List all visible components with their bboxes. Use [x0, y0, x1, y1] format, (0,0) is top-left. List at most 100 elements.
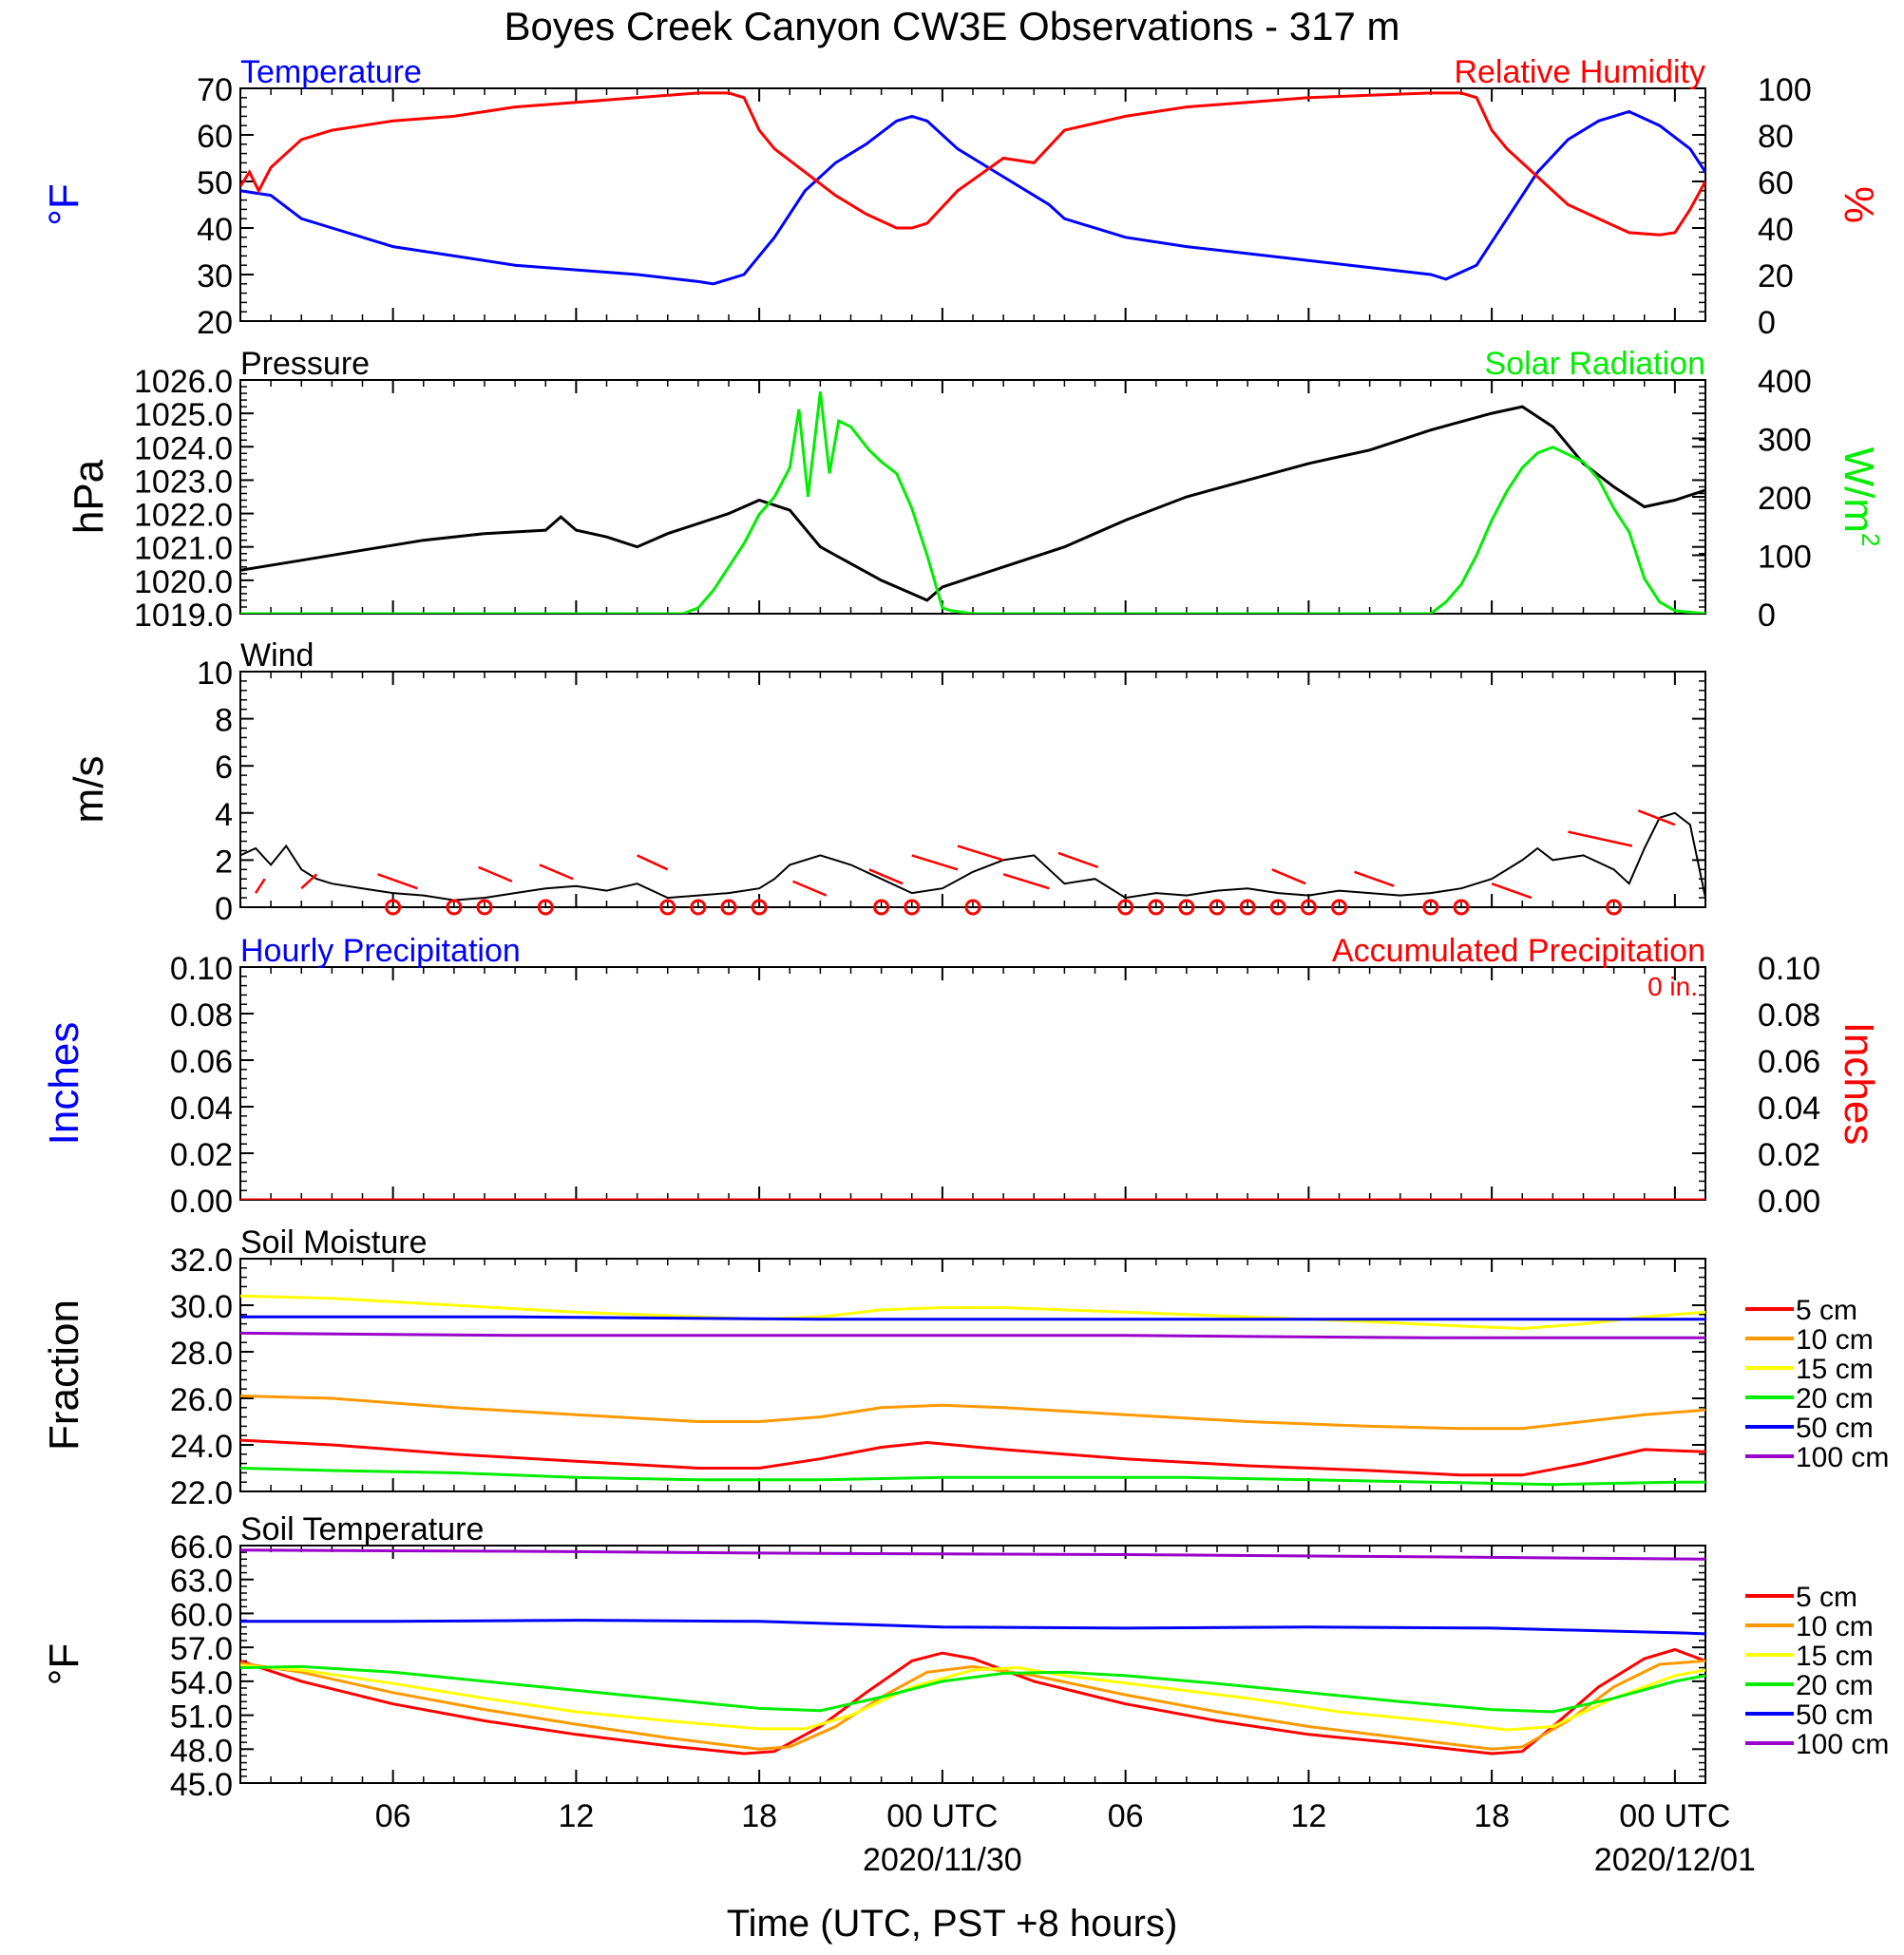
y-tick-label: 48.0: [170, 1733, 233, 1769]
wind-barb: [791, 880, 828, 897]
y-tick-label-right: 80: [1758, 119, 1794, 155]
x-tick-label: 06: [1108, 1798, 1144, 1834]
wind-calm-marker: [1331, 899, 1347, 916]
wind-barb: [539, 864, 574, 881]
x-tick-date: 2020/12/01: [1594, 1842, 1756, 1878]
y-tick-label-right: 0.02: [1758, 1137, 1820, 1173]
y-tick-label: 30: [197, 258, 233, 294]
y-tick-label: 1024.0: [134, 430, 233, 466]
wind-barb: [255, 878, 266, 894]
y-tick-label: 6: [215, 750, 233, 786]
x-axis-label: Time (UTC, PST +8 hours): [727, 1903, 1178, 1945]
wind-calm-marker: [1148, 899, 1165, 916]
y-tick-label: 22.0: [170, 1475, 233, 1511]
y-tick-label: 60.0: [170, 1597, 233, 1633]
time-axis: 06 12 18 00 UTC 2020/11/30 06 12 18 00 UTC 2020/1…: [375, 1798, 1756, 1878]
y-tick-label: 63.0: [170, 1564, 233, 1600]
y-axis-label-right: %: [1836, 186, 1882, 223]
y-tick-label-right: 20: [1758, 258, 1794, 294]
y-tick-label: 8: [215, 703, 233, 739]
wind-calm-marker: [385, 899, 402, 916]
series-line-15-cm: [240, 1663, 1705, 1732]
legend-label: 10 cm: [1796, 1324, 1874, 1356]
wind-calm-marker: [1300, 899, 1317, 916]
panel-title-left: Temperature: [240, 54, 422, 90]
y-tick-label: 10: [197, 655, 233, 692]
wind-barb: [911, 854, 959, 871]
y-tick-label: 32.0: [170, 1243, 233, 1279]
wind-barb: [1057, 851, 1099, 869]
series-line-0: [240, 811, 1705, 902]
wind-calm-marker: [446, 899, 463, 916]
y-tick-label: 66.0: [170, 1529, 233, 1566]
wind-barb: [1271, 868, 1306, 885]
wind-calm-marker: [1209, 899, 1226, 916]
figure-title: Boyes Creek Canyon CW3E Observations - 3…: [504, 4, 1399, 48]
x-tick-label: 18: [741, 1798, 777, 1834]
series-line-1: [240, 91, 1705, 237]
wind-barb: [868, 868, 904, 885]
y-tick-label: 70: [197, 72, 233, 108]
series-line-10-cm: [240, 1395, 1705, 1431]
y-tick-label: 0: [215, 891, 233, 927]
wind-barb: [478, 865, 513, 883]
y-tick-label-right: 0.10: [1758, 951, 1820, 987]
legend-label: 20 cm: [1796, 1670, 1874, 1701]
wind-calm-marker: [537, 899, 554, 916]
y-tick-label-right: 0: [1758, 598, 1776, 634]
y-axis-label-left: Inches: [41, 1022, 87, 1146]
y-tick-label: 20: [197, 305, 233, 341]
wind-barb: [637, 854, 669, 871]
panel-pressure_solar: 1019.01020.01021.01022.01023.01024.01025…: [66, 346, 1885, 634]
series-line-0: [240, 109, 1705, 286]
y-axis-label-superscript: 2: [1856, 533, 1885, 546]
x-tick-label: 12: [1290, 1798, 1326, 1834]
y-tick-label: 4: [215, 797, 233, 833]
series-line-20-cm: [240, 1467, 1705, 1487]
wind-barb: [1568, 830, 1633, 847]
panel-title-right: Relative Humidity: [1454, 54, 1705, 90]
y-tick-label: 1019.0: [134, 598, 233, 634]
plot-frame: [239, 1258, 1706, 1492]
y-tick-label: 40: [197, 212, 233, 248]
series-line-100-cm: [240, 1548, 1705, 1561]
panel-soil_temperature: 45.048.051.054.057.060.063.066.0 Soil Tem…: [41, 1511, 1889, 1803]
y-axis-label-right: W/m2: [1836, 447, 1885, 547]
legend-label: 20 cm: [1796, 1383, 1874, 1414]
panel-precip: 0.00 0.02 0.04 0.06 0.08 0.10 0.00 0.02 0.04 0.06…: [41, 933, 1882, 1220]
wind-calm-marker: [720, 899, 737, 916]
y-tick-label: 2: [215, 844, 233, 880]
panel-title-right: Accumulated Precipitation: [1332, 933, 1705, 969]
legend-label: 10 cm: [1796, 1611, 1874, 1642]
y-tick-label: 51.0: [170, 1699, 233, 1736]
panel-wind: 0 2 4 6 8 10 Wind m/s: [66, 637, 1706, 927]
wind-calm-marker: [751, 899, 768, 916]
panel-title-right: Solar Radiation: [1485, 346, 1705, 382]
wind-calm-marker: [1269, 899, 1286, 916]
wind-calm-marker: [690, 899, 707, 916]
series-line-50-cm: [240, 1619, 1705, 1636]
legend-label: 5 cm: [1796, 1582, 1857, 1613]
panel-soil_moisture: 22.0 24.0 26.0 28.0 30.0 32.0 Soil Moisture Fra…: [41, 1224, 1889, 1511]
y-tick-label: 1026.0: [134, 364, 233, 400]
legend-label: 15 cm: [1796, 1354, 1874, 1385]
y-tick-label: 1020.0: [134, 564, 233, 600]
x-tick-label: 12: [558, 1798, 594, 1834]
y-tick-label: 54.0: [170, 1665, 233, 1701]
series-line-15-cm: [240, 1294, 1705, 1331]
series-line-100-cm: [240, 1331, 1705, 1339]
panel-temp_rh: 20 30 40 50 60 70 0 20 40 60 80 100 Temperature Relat…: [41, 54, 1882, 341]
y-tick-label-right: 0.06: [1758, 1044, 1820, 1080]
wind-calm-marker: [1606, 899, 1623, 916]
panel-title-left: Wind: [240, 637, 314, 674]
y-tick-label: 0.06: [170, 1044, 233, 1080]
wind-barb: [957, 845, 1004, 862]
series-line-5-cm: [240, 1438, 1705, 1477]
x-tick-label: 06: [375, 1798, 411, 1834]
y-axis-label-left: Fraction: [41, 1300, 87, 1451]
plot-frame: [239, 966, 1706, 1201]
wind-barb: [1637, 809, 1676, 826]
series-line-50-cm: [240, 1315, 1705, 1321]
